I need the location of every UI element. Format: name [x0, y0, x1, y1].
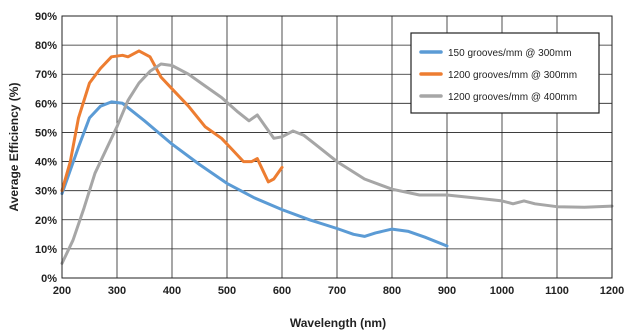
x-tick-label: 1100: [545, 285, 569, 297]
legend-label-2: 1200 grooves/mm @ 300mm: [448, 70, 577, 81]
x-tick-label: 600: [273, 285, 291, 297]
x-tick-label: 700: [328, 285, 346, 297]
y-tick-label: 80%: [35, 40, 57, 52]
series-line-3: [60, 62, 614, 265]
x-axis-title: Wavelength (nm): [290, 316, 386, 330]
y-tick-label: 40%: [35, 157, 57, 169]
legend: 150 grooves/mm @ 300mm 1200 grooves/mm @ …: [410, 32, 600, 114]
y-tick-label: 60%: [35, 98, 57, 110]
legend-label-1: 150 grooves/mm @ 300mm: [448, 48, 572, 59]
x-tick-label: 900: [438, 285, 456, 297]
x-tick-label: 200: [53, 285, 71, 297]
x-tick-label: 400: [163, 285, 181, 297]
series-line-2: [60, 49, 284, 193]
y-tick-label: 50%: [35, 127, 57, 139]
x-tick-label: 500: [218, 285, 236, 297]
y-axis-title: Average Efficiency (%): [7, 83, 21, 212]
x-tick-label: 800: [383, 285, 401, 297]
y-tick-label: 0%: [41, 273, 57, 285]
y-tick-label: 70%: [35, 69, 57, 81]
y-tick-label: 10%: [35, 244, 57, 256]
y-tick-label: 30%: [35, 186, 57, 198]
plot-border: [61, 15, 613, 279]
legend-label-3: 1200 grooves/mm @ 400mm: [448, 92, 577, 103]
y-tick-label: 90%: [35, 11, 57, 23]
series-line-1: [60, 100, 449, 248]
x-tick-label: 300: [108, 285, 126, 297]
x-tick-label: 1000: [490, 285, 514, 297]
axes: 200 300 400 500 600 700 800 900 1000 1100 1200 0% 10…: [35, 11, 624, 297]
y-tick-label: 20%: [35, 215, 57, 227]
x-tick-label: 1200: [600, 285, 624, 297]
series-lines: [60, 49, 614, 265]
